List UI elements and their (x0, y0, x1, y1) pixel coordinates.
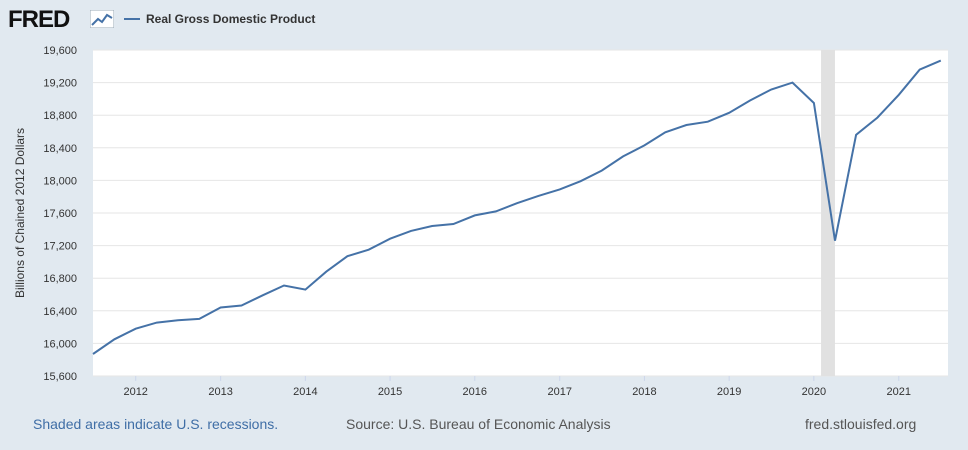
y-tick-label: 18,400 (43, 143, 77, 155)
x-tick-label: 2018 (632, 386, 656, 398)
x-tick-label: 2015 (378, 386, 402, 398)
recession-shading (821, 50, 835, 376)
x-tick-label: 2020 (802, 386, 826, 398)
y-axis-label: Billions of Chained 2012 Dollars (13, 128, 27, 298)
site-link[interactable]: fred.stlouisfed.org (805, 416, 917, 432)
y-tick-label: 19,600 (43, 45, 77, 57)
gdp-line-chart[interactable]: 15,600 16,000 16,400 16,800 17,200 17,600 18,0… (0, 0, 968, 410)
y-tick-label: 16,800 (43, 273, 77, 285)
y-tick-label: 16,400 (43, 306, 77, 318)
recession-note: Shaded areas indicate U.S. recessions. (33, 416, 279, 432)
line-chart-icon (90, 10, 114, 28)
y-tick-label: 16,000 (43, 338, 77, 350)
y-tick-label: 15,600 (43, 371, 77, 383)
legend-label: Real Gross Domestic Product (146, 12, 316, 26)
y-tick-label: 17,200 (43, 241, 77, 253)
x-tick-label: 2017 (547, 386, 571, 398)
y-tick-label: 18,000 (43, 175, 77, 187)
x-tick-label: 2013 (208, 386, 232, 398)
legend[interactable]: Real Gross Domestic Product (124, 12, 315, 26)
x-tick-label: 2021 (887, 386, 911, 398)
x-tick-label: 2019 (717, 386, 741, 398)
y-tick-label: 18,800 (43, 110, 77, 122)
fred-logo[interactable]: FRED (8, 6, 70, 33)
series-line-real-gdp (92, 59, 942, 355)
x-tick-label: 2016 (463, 386, 487, 398)
source-text: Source: U.S. Bureau of Economic Analysis (346, 416, 611, 432)
x-tick-label: 2012 (123, 386, 147, 398)
y-tick-label: 19,200 (43, 78, 77, 90)
y-tick-label: 17,600 (43, 208, 77, 220)
legend-line-swatch (124, 18, 140, 20)
x-tick-label: 2014 (293, 386, 317, 398)
